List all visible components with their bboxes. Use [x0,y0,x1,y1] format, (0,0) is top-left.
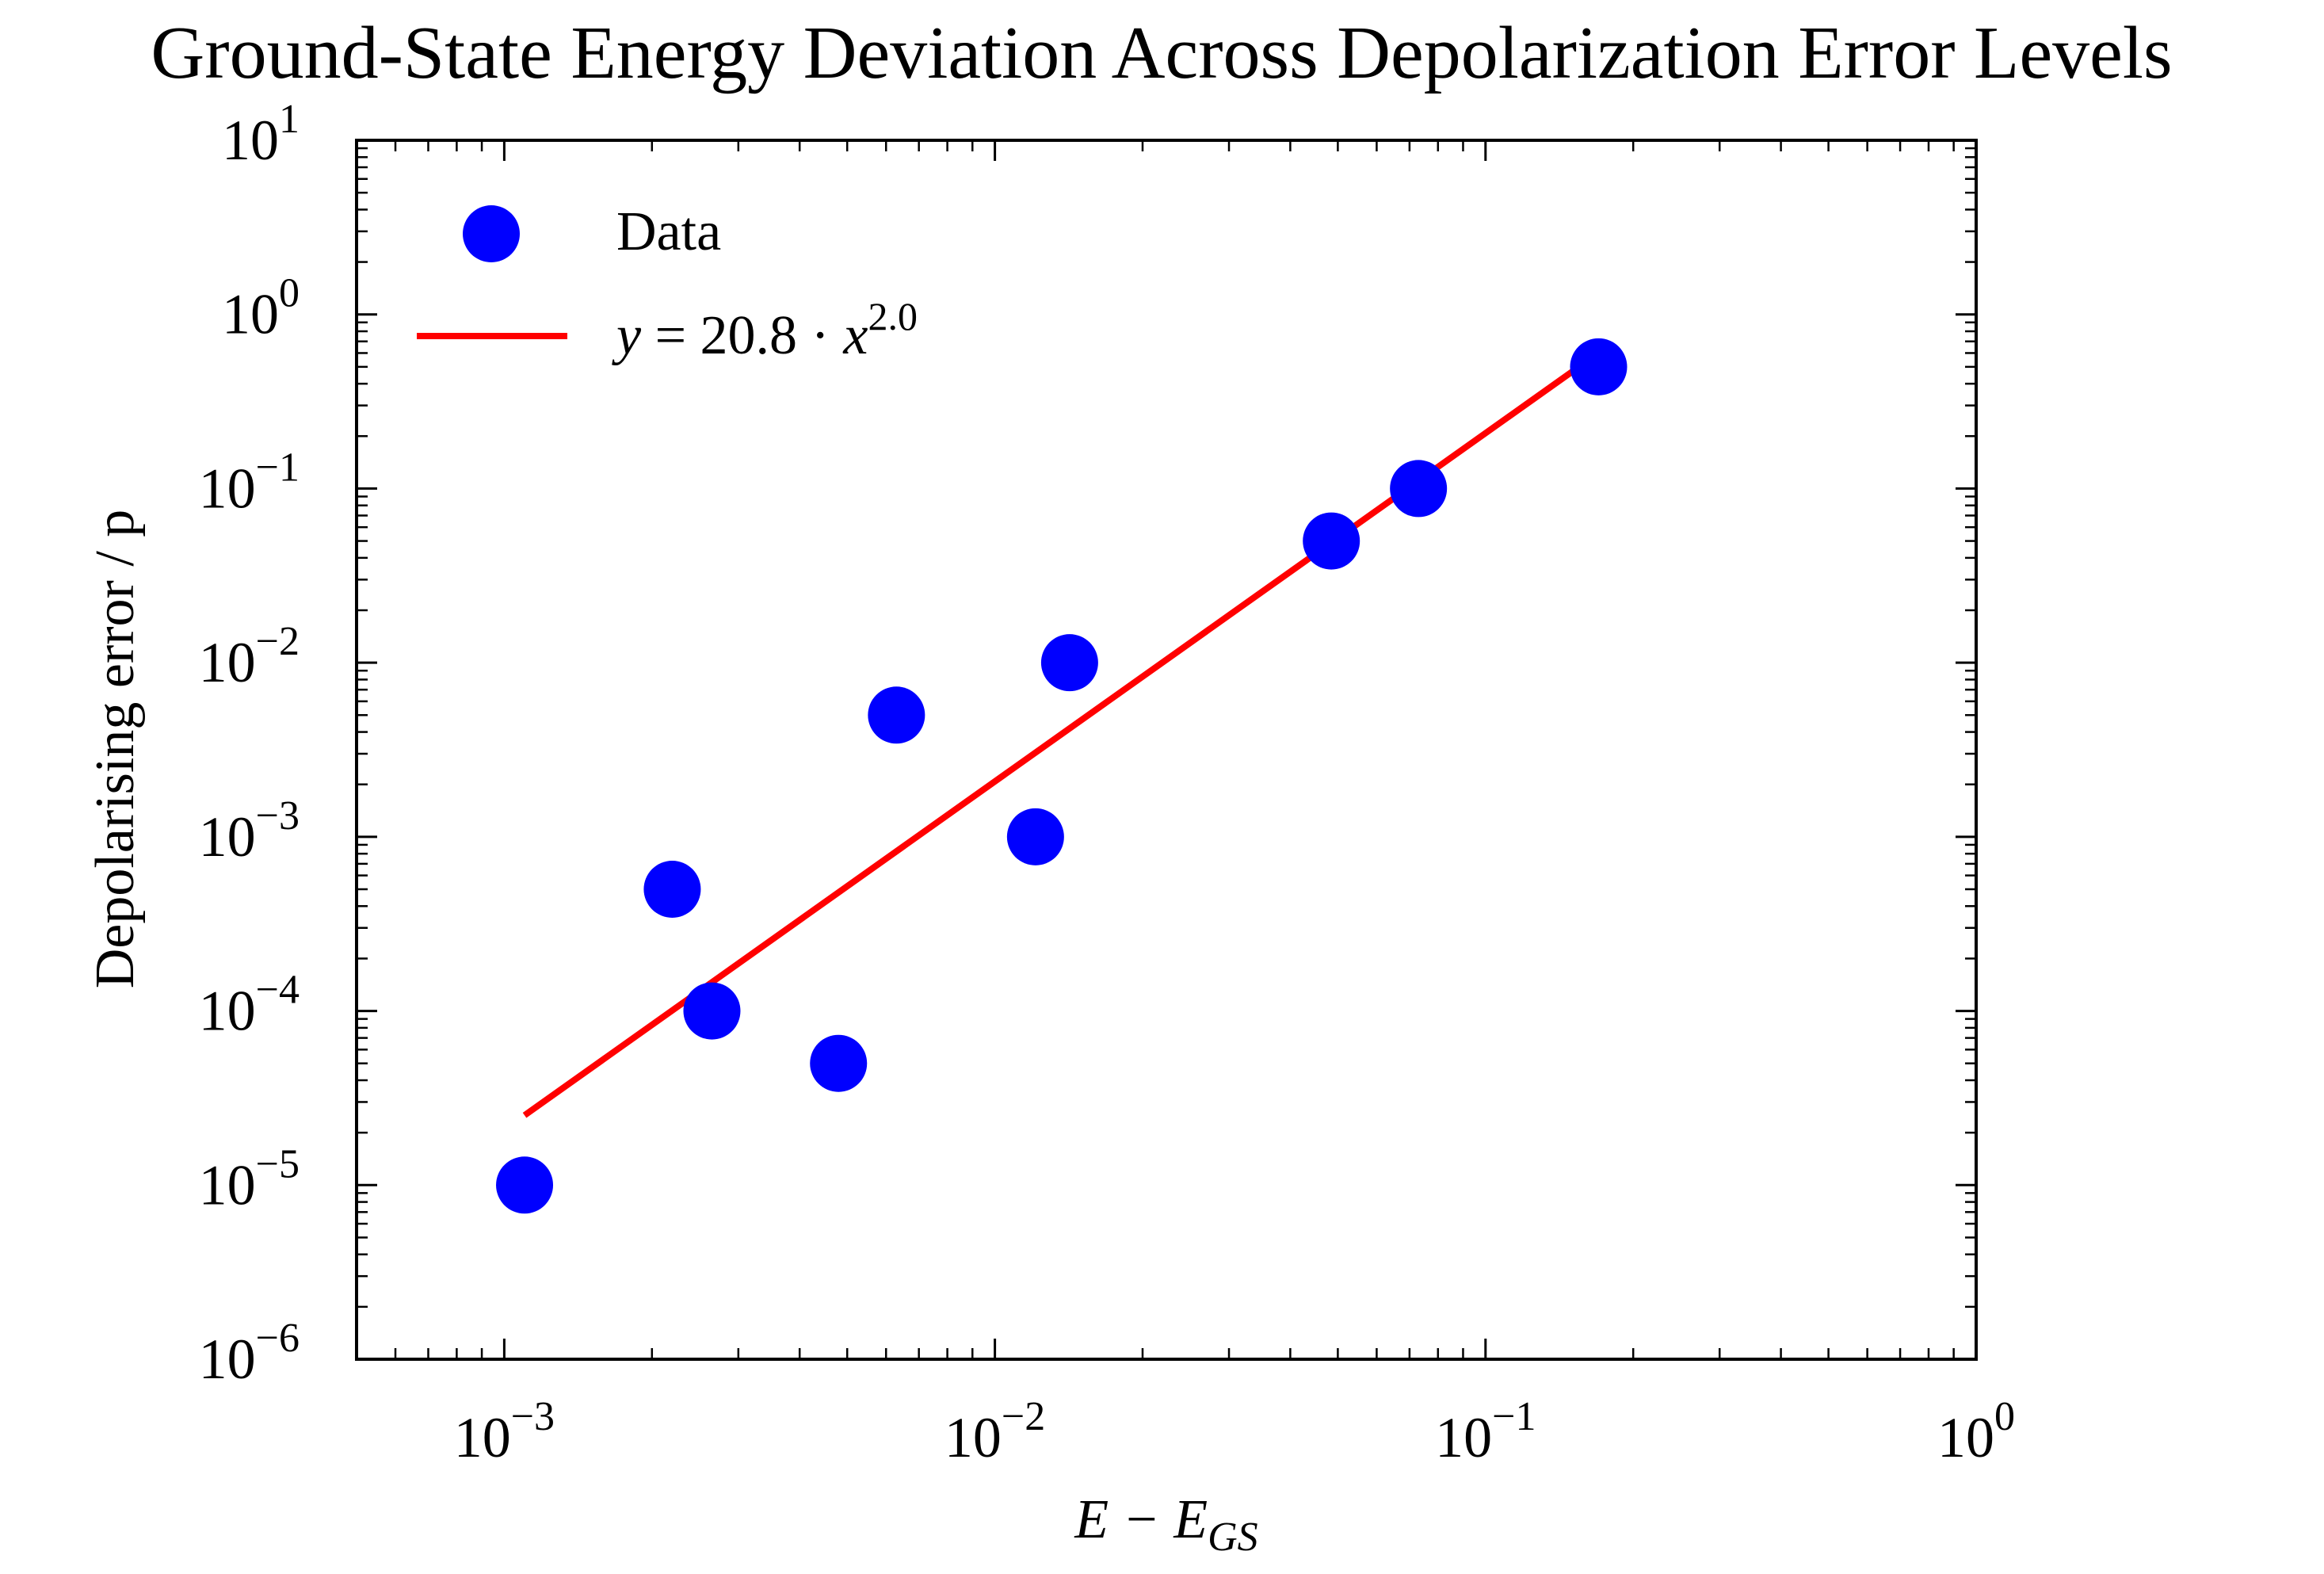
data-point [643,860,701,918]
y-tick-label-base: 10 [199,1153,256,1217]
y-tick-label-exponent: −2 [256,619,300,664]
legend-label-fit: y = 20.8 · x2.0 [612,294,918,366]
x-tick-label-base: 10 [944,1406,1002,1469]
y-tick-label-exponent: −4 [256,968,300,1013]
x-tick-label-base: 10 [454,1406,511,1469]
data-point [868,686,925,744]
points-layer [496,338,1628,1214]
chart-title: Ground-State Energy Deviation Across Dep… [151,12,2172,94]
legend-fit-lhs: y [612,305,642,366]
legend-fit-var: x [842,305,868,366]
y-tick-label: 10−6 [199,1316,300,1391]
y-tick-label: 10−4 [199,968,300,1043]
y-tick-label-exponent: −5 [256,1141,300,1186]
y-tick-label: 100 [222,271,300,346]
y-axis-label: Depolarising error / p [85,510,146,989]
legend: Data y = 20.8 · x2.0 [417,201,918,366]
y-tick-label: 10−5 [199,1141,300,1217]
y-tick-label: 10−2 [199,619,300,694]
minor-ticks [355,140,1976,1359]
y-tick-label-base: 10 [199,631,256,694]
data-point [1570,338,1628,395]
x-tick-label-exponent: −2 [1002,1394,1045,1439]
y-tick-label-base: 10 [199,1328,256,1391]
x-tick-label-exponent: 0 [1994,1394,2015,1439]
legend-fit-eq: = 20.8 · [641,305,843,366]
data-point [1006,808,1064,865]
y-tick-label-exponent: −1 [256,445,300,490]
legend-label-data: Data [616,201,721,262]
x-tick-label-exponent: −1 [1492,1394,1536,1439]
data-point [496,1156,554,1214]
x-axis-label: E − EGS [1074,1489,1257,1560]
y-tick-label-base: 10 [199,805,256,869]
legend-marker-data [463,205,520,262]
y-tick-label-exponent: 0 [279,271,300,316]
x-tick-label-base: 10 [1937,1406,1994,1469]
x-tick-label: 10−2 [944,1394,1045,1469]
data-point [1390,460,1448,518]
y-tick-label-exponent: −3 [256,793,300,839]
y-tick-label-exponent: −6 [256,1316,300,1361]
y-tick-label-base: 10 [222,283,279,346]
y-tick-label: 101 [222,97,300,172]
plot-area [355,139,1978,1361]
data-point [810,1034,868,1092]
legend-fit-exp: 2.0 [868,294,918,338]
y-tick-label-base: 10 [199,457,256,520]
data-point [683,982,741,1040]
data-point [1040,634,1098,692]
x-axis-label-main: E − E [1074,1489,1208,1550]
y-tick-label-exponent: 1 [279,97,300,142]
major-ticks [357,139,1978,1361]
x-tick-label-base: 10 [1435,1406,1492,1469]
y-tick-label-base: 10 [222,109,279,172]
axes-frame [355,139,1978,1361]
y-tick-label: 10−1 [199,445,300,520]
x-axis-label-sub: GS [1208,1515,1258,1560]
data-point [1303,512,1360,570]
y-tick-label: 10−3 [199,793,300,869]
x-tick-label-exponent: −3 [511,1394,555,1439]
x-tick-label: 10−3 [454,1394,555,1469]
x-tick-label: 10−1 [1435,1394,1536,1469]
y-tick-label-base: 10 [199,980,256,1043]
x-tick-labels: 10−3 10−2 10−1 100 [454,1394,2015,1469]
x-tick-label: 100 [1937,1394,2015,1469]
